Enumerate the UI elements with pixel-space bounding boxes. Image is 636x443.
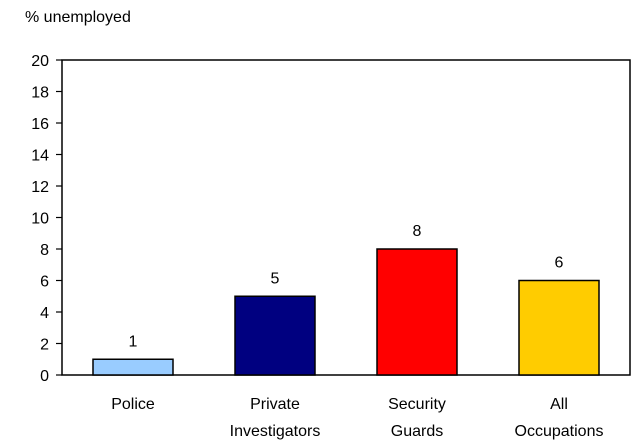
bar xyxy=(92,358,174,376)
y-tick-label: 6 xyxy=(40,274,49,291)
x-axis-labels: Police Private Investigators Security Guards… xyxy=(111,396,603,440)
x-category-label: Police xyxy=(111,396,155,413)
y-tick-label: 18 xyxy=(31,85,49,102)
data-label: 5 xyxy=(271,270,280,287)
y-axis-label: % unemployed xyxy=(25,9,131,26)
y-axis-ticks: 0 2 4 6 8 10 12 14 16 18 20 xyxy=(31,53,62,385)
y-tick-label: 12 xyxy=(31,179,49,196)
data-label: 8 xyxy=(413,223,422,240)
x-category-label: Security xyxy=(388,396,446,413)
x-category-label: Private xyxy=(250,396,300,413)
x-category-label: Investigators xyxy=(230,423,321,440)
bar xyxy=(234,295,316,376)
data-label: 1 xyxy=(129,333,138,350)
bar xyxy=(518,279,600,376)
y-tick-label: 2 xyxy=(40,337,49,354)
bars xyxy=(92,248,600,376)
y-tick-label: 14 xyxy=(31,148,49,165)
x-category-label: Guards xyxy=(391,423,443,440)
y-tick-label: 8 xyxy=(40,242,49,259)
y-tick-label: 4 xyxy=(40,305,49,322)
y-tick-label: 10 xyxy=(31,211,49,228)
bar xyxy=(376,248,458,376)
x-category-label: Occupations xyxy=(515,423,604,440)
y-tick-label: 0 xyxy=(40,368,49,385)
y-tick-label: 16 xyxy=(31,116,49,133)
y-tick-label: 20 xyxy=(31,53,49,70)
data-label: 6 xyxy=(555,255,564,272)
x-category-label: All xyxy=(550,396,568,413)
